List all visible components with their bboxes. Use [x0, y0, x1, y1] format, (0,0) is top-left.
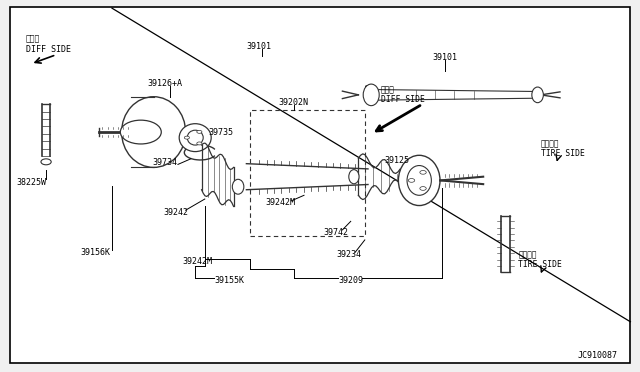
Text: TIRE SIDE: TIRE SIDE	[541, 149, 585, 158]
Text: 39202N: 39202N	[278, 98, 308, 107]
Text: 39234: 39234	[336, 250, 361, 259]
Text: 39156K: 39156K	[80, 248, 110, 257]
Circle shape	[420, 187, 426, 190]
Text: JC910087: JC910087	[578, 351, 618, 360]
Bar	[250, 110, 365, 236]
Text: TIRE SIDE: TIRE SIDE	[518, 260, 563, 269]
Text: 39101: 39101	[432, 53, 457, 62]
Text: デフ側: デフ側	[26, 35, 40, 44]
Text: 39242: 39242	[163, 208, 188, 217]
Ellipse shape	[364, 84, 380, 106]
Ellipse shape	[532, 87, 543, 103]
Text: 39735: 39735	[208, 128, 233, 137]
Circle shape	[408, 179, 415, 182]
Text: 39734: 39734	[152, 158, 177, 167]
Text: DIFF SIDE: DIFF SIDE	[381, 95, 425, 104]
Text: タイヤ側: タイヤ側	[541, 140, 559, 148]
Ellipse shape	[179, 124, 211, 152]
Circle shape	[197, 130, 202, 133]
Text: 39101: 39101	[246, 42, 271, 51]
Ellipse shape	[187, 130, 204, 145]
Text: デフ側: デフ側	[381, 86, 395, 94]
Ellipse shape	[398, 155, 440, 205]
Text: 39155K: 39155K	[214, 276, 244, 285]
Circle shape	[420, 170, 426, 174]
Text: DIFF SIDE: DIFF SIDE	[26, 45, 70, 54]
Circle shape	[120, 120, 161, 144]
Text: 39742: 39742	[323, 228, 348, 237]
Text: 39242M: 39242M	[266, 198, 296, 207]
Circle shape	[184, 136, 189, 139]
Text: 39126+A: 39126+A	[147, 79, 182, 88]
Text: 39242M: 39242M	[182, 257, 212, 266]
Ellipse shape	[400, 171, 409, 183]
Text: タイヤ側: タイヤ側	[518, 250, 537, 259]
Ellipse shape	[232, 179, 244, 194]
Ellipse shape	[349, 170, 359, 184]
Circle shape	[197, 142, 202, 145]
Text: 39209: 39209	[338, 276, 363, 285]
Text: 38225W: 38225W	[16, 178, 46, 187]
Ellipse shape	[407, 166, 431, 195]
Text: 39125: 39125	[384, 156, 409, 165]
Ellipse shape	[122, 97, 186, 167]
